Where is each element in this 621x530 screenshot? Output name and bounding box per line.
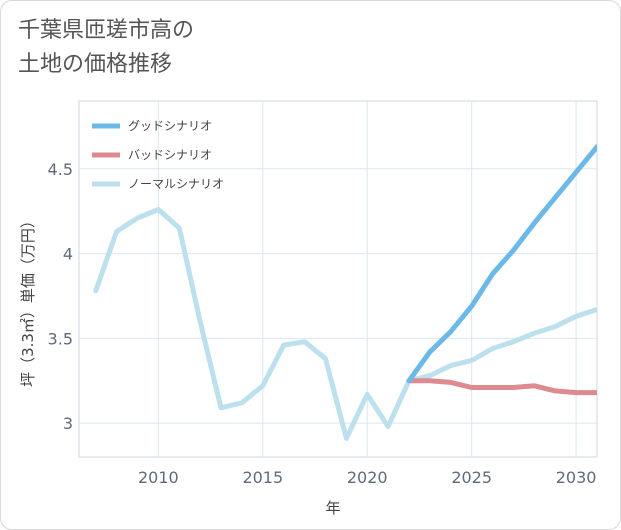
x-tick-label: 2010	[138, 468, 179, 487]
y-axis-label: 坪（3.3㎡）単価（万円）	[19, 213, 37, 387]
tick-labels: 2010 2015 2020 2025 2030 3 3.5 4 4.5	[48, 160, 597, 487]
series-lines	[93, 144, 597, 441]
y-tick-label: 4.5	[48, 160, 73, 179]
x-tick-label: 2020	[347, 468, 388, 487]
series-line-2	[93, 207, 597, 441]
series-line-0	[406, 144, 597, 384]
x-tick-label: 2030	[556, 468, 597, 487]
y-tick-label: 3.5	[48, 329, 73, 348]
x-tick-label: 2025	[451, 468, 492, 487]
legend-label-0: グッドシナリオ	[128, 119, 212, 133]
legend-label-2: ノーマルシナリオ	[128, 177, 224, 191]
y-tick-label: 4	[63, 245, 73, 264]
y-tick-label: 3	[63, 414, 73, 433]
x-axis-label: 年	[325, 499, 340, 517]
x-tick-label: 2015	[242, 468, 283, 487]
series-line-1	[406, 378, 597, 396]
page-title: 千葉県匝瑳市高の 土地の価格推移	[18, 18, 195, 77]
legend-label-1: バッドシナリオ	[128, 148, 212, 162]
